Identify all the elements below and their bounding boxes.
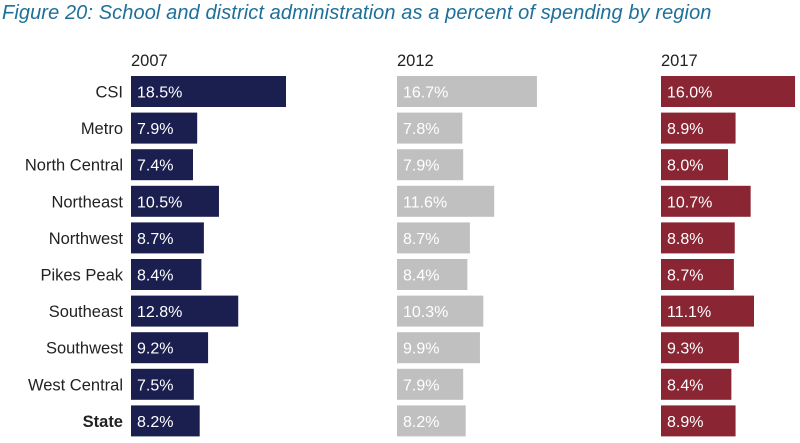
category-label: Pikes Peak — [40, 267, 123, 285]
data-label-2017: 9.3% — [667, 341, 703, 358]
data-label-2007: 9.2% — [137, 341, 173, 358]
bar-2017 — [661, 295, 754, 327]
data-label-2017: 8.8% — [667, 231, 703, 248]
data-label-2012: 8.7% — [403, 231, 439, 248]
bar-2017 — [661, 76, 796, 107]
data-label-2017: 8.9% — [667, 121, 703, 138]
bar-2017 — [661, 185, 751, 217]
bar-2017 — [661, 405, 736, 437]
data-label-2012: 7.9% — [403, 158, 439, 175]
category-label: Southwest — [46, 340, 123, 358]
bar-2012 — [397, 295, 484, 327]
bar-2012 — [397, 405, 466, 437]
category-label: Southeast — [49, 303, 124, 321]
data-label-2012: 8.4% — [403, 268, 439, 285]
bar-2007 — [131, 149, 193, 181]
category-label: Northwest — [49, 230, 124, 248]
bar-2017 — [661, 259, 734, 290]
bar-2007 — [131, 76, 286, 107]
data-label-2007: 8.4% — [137, 268, 173, 285]
bar-2007 — [131, 295, 239, 327]
data-label-2012: 9.9% — [403, 341, 439, 358]
data-label-2017: 10.7% — [667, 194, 712, 211]
data-label-2017: 8.0% — [667, 158, 703, 175]
bar-2012 — [397, 185, 495, 217]
bar-2017 — [661, 112, 736, 144]
data-label-2007: 8.7% — [137, 231, 173, 248]
data-label-2017: 16.0% — [667, 85, 712, 102]
bar-2017 — [661, 149, 729, 181]
series-header-2012: 2012 — [397, 52, 434, 70]
bar-2007 — [131, 368, 194, 400]
data-label-2017: 8.9% — [667, 414, 703, 431]
data-label-2012: 8.2% — [403, 414, 439, 431]
bar-2012 — [397, 149, 464, 181]
data-label-2017: 11.1% — [667, 304, 711, 321]
data-label-2007: 10.5% — [137, 194, 182, 211]
data-label-2012: 7.9% — [403, 377, 439, 394]
chart-title: Figure 20: School and district administr… — [2, 2, 712, 24]
data-label-2012: 7.8% — [403, 121, 439, 138]
bar-2012 — [397, 332, 480, 364]
data-label-2007: 7.9% — [137, 121, 173, 138]
data-label-2012: 10.3% — [403, 304, 448, 321]
data-label-2007: 7.4% — [137, 158, 173, 175]
bar-2012 — [397, 222, 470, 254]
category-label: North Central — [25, 157, 123, 175]
bar-2017 — [661, 368, 732, 400]
data-label-2017: 8.7% — [667, 268, 703, 285]
bar-2012 — [397, 76, 537, 107]
bar-2007 — [131, 112, 198, 144]
category-label: State — [83, 413, 123, 431]
bar-2007 — [131, 259, 202, 290]
series-header-2007: 2007 — [131, 52, 168, 70]
category-label: West Central — [28, 376, 123, 394]
data-label-2007: 8.2% — [137, 414, 173, 431]
bar-2007 — [131, 332, 209, 364]
bar-2007 — [131, 405, 200, 437]
data-label-2012: 16.7% — [403, 85, 448, 102]
bar-2012 — [397, 112, 463, 144]
bar-2007 — [131, 222, 204, 254]
category-label: Metro — [81, 120, 123, 138]
bar-2012 — [397, 259, 468, 290]
bar-2017 — [661, 332, 739, 364]
data-label-2007: 7.5% — [137, 377, 173, 394]
data-label-2017: 8.4% — [667, 377, 703, 394]
category-label: Northeast — [51, 193, 123, 211]
series-header-2017: 2017 — [661, 52, 698, 70]
data-label-2012: 11.6% — [403, 194, 447, 211]
data-label-2007: 18.5% — [137, 85, 182, 102]
bar-2012 — [397, 368, 464, 400]
bar-2007 — [131, 185, 219, 217]
category-label: CSI — [95, 84, 123, 102]
bar-2017 — [661, 222, 735, 254]
data-label-2007: 12.8% — [137, 304, 182, 321]
